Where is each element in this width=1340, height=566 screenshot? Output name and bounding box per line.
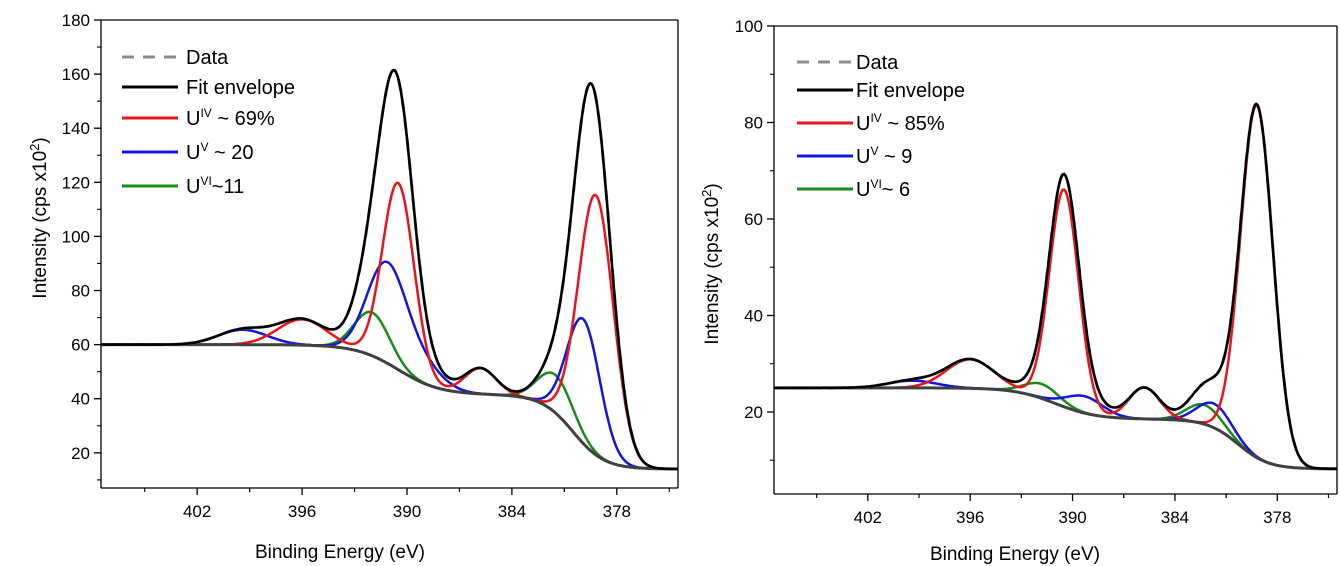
legend-red-label: UIV ~ 85%	[856, 111, 945, 135]
x-tick-label: 378	[1263, 508, 1291, 527]
right-xlabel: Binding Energy (eV)	[930, 544, 1100, 565]
right-legend: Data Fit envelope UIV ~ 85% UV ~ 9 UVI~ …	[797, 52, 965, 201]
x-tick-label: 396	[288, 502, 316, 521]
y-tick-label: 100	[735, 17, 763, 36]
legend-envelope-label: Fit envelope	[856, 80, 965, 102]
left-xlabel: Binding Energy (eV)	[255, 542, 425, 563]
background-line	[101, 343, 678, 471]
left-legend: Data Fit envelope UIV ~ 69% UV ~ 20 UVI~…	[122, 47, 295, 198]
y-tick-label: 40	[744, 306, 763, 325]
y-tick-label: 60	[71, 336, 90, 355]
series-red-component	[101, 181, 678, 471]
right-axes: 402 396 390 384 378 20 40 60 80 100	[735, 17, 1338, 527]
legend-green-label: UVI~11	[186, 174, 244, 198]
legend-blue-label: UV ~ 9	[856, 144, 912, 168]
left-ylabel: Intensity (cps x102)	[27, 137, 51, 298]
right-panel: 402 396 390 384 378 20 40 60 80 100 Binding Energ…	[699, 17, 1338, 565]
x-tick-label: 384	[498, 502, 526, 521]
legend-red-label: UIV ~ 69%	[186, 106, 275, 130]
left-panel: 402 396 390 384 378 20 40 60 80 100 120 140 160 180 B…	[27, 11, 679, 563]
x-tick-label: 390	[393, 502, 421, 521]
y-tick-label: 160	[62, 65, 90, 84]
x-tick-label: 402	[183, 502, 211, 521]
background-line	[774, 386, 1337, 471]
y-tick-label: 180	[62, 11, 90, 30]
left-axes: 402 396 390 384 378 20 40 60 80 100 120 140 160 180	[62, 11, 679, 521]
y-tick-label: 120	[62, 173, 90, 192]
right-curves	[774, 102, 1337, 471]
y-tick-label: 20	[71, 444, 90, 463]
x-tick-label: 402	[854, 508, 882, 527]
y-tick-label: 80	[744, 113, 763, 132]
x-tick-label: 390	[1058, 508, 1086, 527]
right-ylabel: Intensity (cps x102)	[699, 183, 723, 344]
y-tick-label: 140	[62, 119, 90, 138]
y-tick-label: 100	[62, 227, 90, 246]
y-tick-label: 20	[744, 403, 763, 422]
series-fit-envelope	[774, 102, 1337, 471]
x-tick-label: 378	[603, 502, 631, 521]
series-fit-envelope	[101, 68, 678, 471]
legend-envelope-label: Fit envelope	[186, 77, 295, 99]
y-tick-label: 80	[71, 282, 90, 301]
series-data	[101, 68, 678, 471]
legend-green-label: UVI~ 6	[856, 177, 910, 201]
y-tick-label: 40	[71, 390, 90, 409]
legend-data-label: Data	[186, 47, 229, 69]
legend-blue-label: UV ~ 20	[186, 140, 254, 164]
left-curves	[101, 68, 678, 471]
legend-data-label: Data	[856, 52, 899, 74]
x-tick-label: 396	[956, 508, 984, 527]
x-tick-label: 384	[1161, 508, 1189, 527]
y-tick-label: 60	[744, 210, 763, 229]
